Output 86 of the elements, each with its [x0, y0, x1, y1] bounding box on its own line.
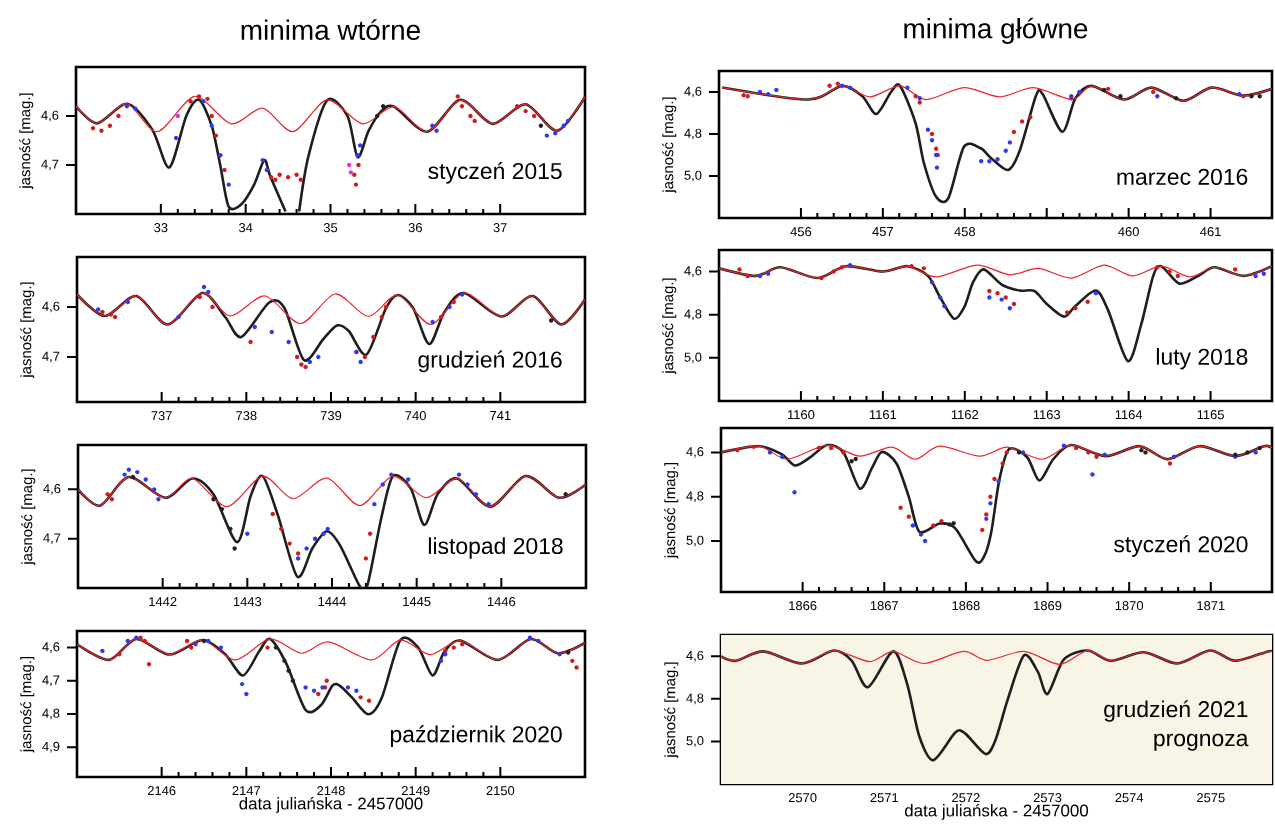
y-tick-label: 5,0 [684, 352, 702, 364]
y-tick-label: 4,6 [42, 301, 60, 313]
y-tick-label: 5,0 [684, 170, 702, 182]
y-axis-title: jasność [mag.] [21, 469, 36, 566]
y-axis-title: jasność [mag.] [20, 282, 35, 379]
x-tick-label: 1165 [1197, 410, 1224, 420]
x-tick-label: 2571 [870, 793, 899, 803]
y-tick-label: 4,8 [42, 708, 60, 720]
x-tick-label: 36 [408, 223, 422, 233]
x-tick-label: 1446 [487, 597, 516, 607]
x-tick-label: 458 [954, 227, 976, 237]
x-tick-label: 1866 [789, 601, 817, 611]
x-tick-label: 460 [1118, 227, 1139, 237]
x-tick-label: 738 [236, 411, 257, 421]
chart-title: minima wtórne [241, 19, 420, 41]
x-tick-label: 739 [320, 411, 342, 421]
y-tick-label: 4,8 [686, 491, 704, 503]
x-tick-label: 37 [493, 223, 507, 233]
x-tick-label: 34 [238, 223, 253, 233]
x-tick-label: 2146 [147, 786, 176, 796]
y-tick-label: 4,7 [42, 675, 60, 687]
x-tick-label: 1163 [1033, 410, 1061, 420]
x-tick-label: 35 [323, 223, 338, 233]
x-tick-label: 1160 [788, 410, 815, 420]
y-axis-title: jasność [mag.] [662, 278, 677, 375]
x-tick-label: 2570 [788, 793, 817, 803]
y-tick-label: 4,6 [686, 447, 704, 458]
y-tick-label: 4,7 [42, 351, 60, 363]
y-tick-label: 4,6 [43, 484, 61, 495]
x-tick-label: 737 [151, 411, 172, 421]
x-tick-label: 2573 [1033, 793, 1062, 803]
y-tick-label: 4,7 [43, 533, 61, 544]
x-tick-label: 1868 [952, 601, 980, 611]
x-tick-label: 741 [490, 411, 511, 420]
chart-title: minima główne [904, 17, 1088, 44]
y-tick-label: 4,6 [42, 642, 60, 653]
y-axis-title: jasność [mag.] [19, 93, 34, 190]
x-tick-label: 1870 [1115, 601, 1144, 611]
x-tick-label: 2572 [952, 793, 980, 803]
x-tick-label: 1867 [870, 601, 898, 611]
y-tick-label: 4,9 [42, 741, 60, 753]
annotation: grudzień 2016 [418, 350, 562, 373]
y-axis-title: jasność [mag.] [664, 462, 679, 559]
annotation: styczeń 2015 [428, 162, 562, 184]
x-tick-label: 740 [405, 411, 426, 421]
x-tick-label: 1869 [1034, 601, 1062, 611]
x-tick-label: 1443 [233, 597, 262, 607]
y-tick-label: 4,6 [686, 650, 704, 662]
x-tick-label: 1871 [1197, 601, 1225, 611]
x-tick-label: 2148 [317, 786, 345, 796]
y-tick-label: 4,8 [684, 128, 702, 140]
x-tick-label: 457 [872, 227, 893, 237]
annotation: luty 2018 [1156, 348, 1248, 370]
x-tick-label: 456 [790, 227, 812, 237]
x-tick-label: 2574 [1115, 793, 1144, 803]
x-tick-label: 1444 [318, 597, 347, 606]
y-tick-label: 5,0 [686, 535, 704, 547]
y-tick-label: 4,8 [686, 693, 704, 705]
annotation: styczeń 2020 [1114, 535, 1248, 557]
x-tick-label: 1162 [951, 410, 979, 420]
annotation: listopad 2018 [428, 537, 563, 559]
x-axis-title: data juliańska - 2457000 [239, 796, 423, 813]
y-tick-label: 4,7 [41, 159, 59, 171]
x-tick-label: 2147 [232, 786, 261, 796]
y-axis-title: jasność [mag.] [664, 662, 679, 759]
x-tick-label: 1161 [869, 410, 897, 420]
y-tick-label: 4,6 [684, 266, 702, 277]
y-axis-title: jasność [mag.] [662, 97, 677, 194]
x-tick-label: 2149 [401, 786, 430, 796]
annotation: październik 2020 [390, 725, 562, 747]
x-tick-label: 2575 [1197, 793, 1225, 803]
annotation: prognoza [1154, 733, 1249, 751]
y-tick-label: 4,8 [684, 309, 702, 321]
x-tick-label: 1445 [403, 597, 431, 607]
annotation: grudzień 2021 [1104, 700, 1248, 722]
y-axis-title: jasność [mag.] [20, 656, 35, 753]
x-tick-label: 461 [1200, 227, 1221, 237]
annotation: marzec 2016 [1117, 168, 1248, 185]
x-tick-label: 1442 [149, 597, 177, 607]
x-tick-label: 1164 [1115, 410, 1143, 420]
x-axis-title: data juliańska - 2457000 [904, 803, 1089, 820]
y-tick-label: 4,6 [41, 110, 59, 122]
x-tick-label: 2150 [486, 786, 515, 796]
y-tick-label: 5,0 [686, 736, 704, 747]
y-tick-label: 4,6 [684, 86, 702, 98]
x-tick-label: 33 [154, 223, 168, 233]
